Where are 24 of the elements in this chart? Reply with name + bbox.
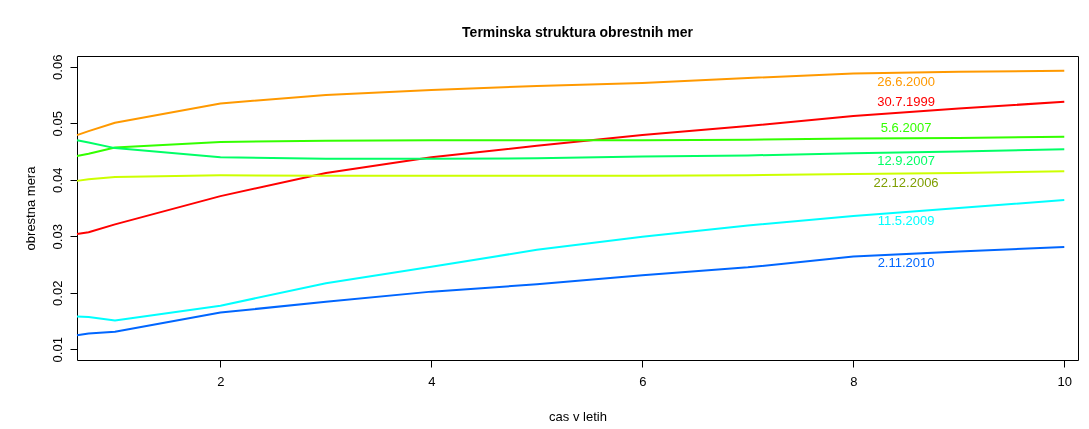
line-series [76, 69, 1066, 137]
x-tick-label: 10 [1057, 373, 1073, 389]
y-tick-label: 0.03 [49, 224, 65, 250]
y-tick-label: 0.06 [49, 54, 65, 80]
series-label: 2.11.2010 [877, 255, 935, 271]
x-tick-label: 6 [639, 373, 647, 389]
series-label: 5.6.2007 [880, 120, 932, 136]
y-tick-label: 0.04 [49, 167, 65, 193]
line-series [76, 199, 1066, 322]
line-series [76, 245, 1066, 337]
series-label: 26.6.2000 [877, 73, 935, 89]
series-label: 22.12.2006 [873, 174, 939, 190]
x-tick-label: 4 [428, 373, 436, 389]
y-axis-title: obrestna mera [22, 165, 38, 251]
y-tick-label: 0.05 [49, 111, 65, 137]
series-label: 12.9.2007 [877, 153, 935, 169]
series-label: 11.5.2009 [877, 212, 935, 228]
series-label: 30.7.1999 [877, 94, 935, 110]
y-tick-label: 0.02 [49, 280, 65, 306]
x-tick-label: 2 [217, 373, 225, 389]
x-axis-title: cas v letih [549, 408, 607, 424]
y-tick-label: 0.01 [49, 337, 65, 363]
x-tick-label: 8 [850, 373, 858, 389]
chart-title: Terminska struktura obrestnih mer [462, 24, 694, 41]
